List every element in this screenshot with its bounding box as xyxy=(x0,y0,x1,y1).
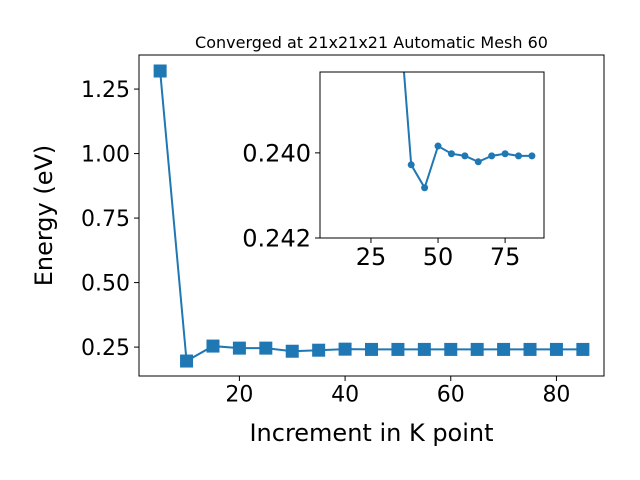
marker xyxy=(576,342,590,356)
marker xyxy=(488,152,496,160)
marker xyxy=(312,343,326,357)
marker xyxy=(434,142,442,150)
y-tick-label: 0.240 xyxy=(242,140,311,168)
y-axis-label: Energy (eV) xyxy=(30,145,58,287)
marker xyxy=(549,342,563,356)
x-tick-label: 75 xyxy=(490,243,521,271)
marker xyxy=(501,150,509,158)
plot-frame xyxy=(138,54,605,377)
x-tick-label: 20 xyxy=(225,383,253,408)
x-axis-label: Increment in K point xyxy=(249,419,493,447)
y-tick-label: 0.50 xyxy=(81,272,130,297)
marker xyxy=(153,64,167,78)
series-group xyxy=(153,64,590,368)
marker xyxy=(391,342,405,356)
marker xyxy=(523,342,537,356)
marker xyxy=(447,150,455,158)
marker xyxy=(461,152,469,160)
marker xyxy=(515,152,523,160)
marker xyxy=(338,342,352,356)
x-tick-label: 40 xyxy=(331,383,359,408)
y-tick-label: 1.25 xyxy=(81,78,130,103)
marker xyxy=(474,158,482,166)
marker xyxy=(259,341,273,355)
marker xyxy=(180,354,194,368)
x-tick-label: 60 xyxy=(437,383,465,408)
marker xyxy=(421,184,429,192)
y-tick-label: 0.25 xyxy=(81,336,130,361)
x-tick-label: 50 xyxy=(423,243,454,271)
marker xyxy=(444,342,458,356)
marker xyxy=(285,344,299,358)
marker xyxy=(528,152,536,160)
marker xyxy=(417,342,431,356)
series-group xyxy=(402,72,536,192)
marker xyxy=(365,342,378,356)
plot-frame xyxy=(319,71,545,239)
y-tick-label: 0.75 xyxy=(81,207,130,232)
marker xyxy=(206,339,220,353)
marker xyxy=(497,342,511,356)
marker xyxy=(407,161,415,169)
y-tick-label: 0.242 xyxy=(242,225,311,253)
x-tick-label: 25 xyxy=(356,243,387,271)
marker xyxy=(470,342,484,356)
y-tick-label: 1.00 xyxy=(81,142,130,167)
marker xyxy=(232,341,246,355)
x-tick-label: 80 xyxy=(542,383,570,408)
chart-title: Converged at 21x21x21 Automatic Mesh 60 xyxy=(195,33,548,52)
